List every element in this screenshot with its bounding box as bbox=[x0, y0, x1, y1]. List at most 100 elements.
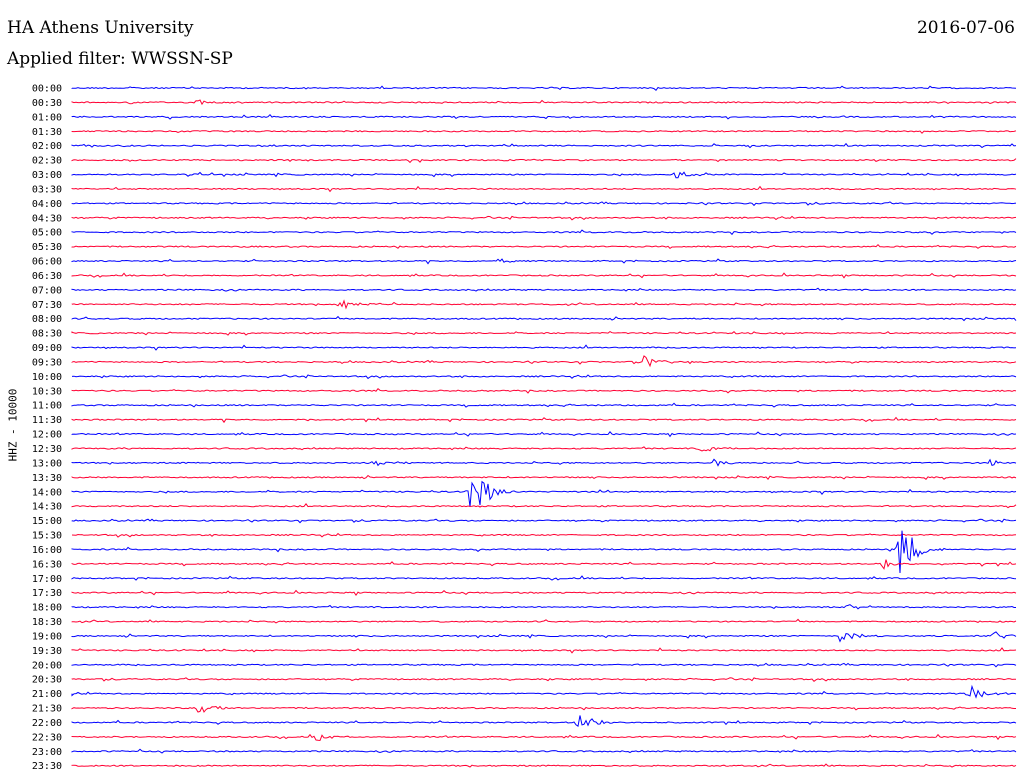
date-label: 2016-07-06 bbox=[916, 18, 1015, 38]
row-time-label: 19:30 bbox=[32, 646, 62, 657]
row-time-label: 05:30 bbox=[32, 242, 62, 253]
trace-line bbox=[71, 171, 1017, 179]
trace-line bbox=[71, 201, 1017, 207]
row-time-label: 01:00 bbox=[32, 112, 62, 123]
row-time-label: 20:00 bbox=[32, 660, 62, 671]
trace-line bbox=[71, 416, 1017, 424]
trace-line bbox=[71, 229, 1017, 236]
row-time-label: 14:00 bbox=[32, 487, 62, 498]
trace-line bbox=[71, 299, 1017, 310]
trace-line bbox=[71, 130, 1017, 134]
trace-line bbox=[71, 502, 1017, 509]
row-time-label: 17:00 bbox=[32, 574, 62, 585]
row-time-label: 03:30 bbox=[32, 184, 62, 195]
row-time-label: 18:30 bbox=[32, 617, 62, 628]
row-time-label: 02:30 bbox=[32, 156, 62, 167]
row-time-label: 14:30 bbox=[32, 502, 62, 513]
trace-line bbox=[71, 458, 1017, 467]
trace-line bbox=[71, 589, 1017, 596]
row-time-label: 15:30 bbox=[32, 531, 62, 542]
row-time-label: 10:00 bbox=[32, 372, 62, 383]
row-time-label: 23:00 bbox=[32, 747, 62, 758]
row-time-label: 22:30 bbox=[32, 732, 62, 743]
trace-line bbox=[71, 446, 1017, 452]
trace-line bbox=[71, 604, 1016, 610]
trace-line bbox=[71, 158, 1017, 164]
trace-line bbox=[71, 705, 1016, 713]
trace-line bbox=[71, 733, 1017, 742]
trace-line bbox=[71, 185, 1017, 193]
trace-line bbox=[71, 480, 1017, 507]
row-time-label: 22:00 bbox=[32, 718, 62, 729]
trace-line bbox=[71, 530, 1017, 574]
row-time-label: 16:30 bbox=[32, 559, 62, 570]
row-time-label: 09:30 bbox=[32, 357, 62, 368]
row-time-label: 20:30 bbox=[32, 675, 62, 686]
trace-line bbox=[71, 387, 1017, 394]
trace-line bbox=[71, 258, 1017, 265]
row-time-label: 03:00 bbox=[32, 170, 62, 181]
row-time-label: 13:30 bbox=[32, 473, 62, 484]
trace-line bbox=[71, 243, 1017, 250]
row-time-label: 08:30 bbox=[32, 329, 62, 340]
trace-line bbox=[71, 618, 1017, 624]
row-time-label: 00:30 bbox=[32, 98, 62, 109]
row-time-label: 09:00 bbox=[32, 343, 62, 354]
trace-line bbox=[71, 355, 1017, 368]
trace-line bbox=[71, 647, 1017, 654]
trace-line bbox=[71, 631, 1017, 643]
trace-line bbox=[71, 402, 1017, 408]
row-time-label: 05:00 bbox=[32, 228, 62, 239]
row-time-label: 19:00 bbox=[32, 631, 62, 642]
trace-line bbox=[71, 99, 1017, 106]
row-time-label: 13:00 bbox=[32, 458, 62, 469]
trace-line bbox=[71, 374, 1017, 380]
trace-line bbox=[71, 215, 1017, 221]
trace-line bbox=[71, 431, 1017, 438]
row-time-label: 15:00 bbox=[32, 516, 62, 527]
trace-line bbox=[71, 272, 1017, 279]
filter-label: Applied filter: WWSSN-SP bbox=[7, 49, 233, 69]
row-time-label: 08:00 bbox=[32, 314, 62, 325]
row-time-label: 07:30 bbox=[32, 300, 62, 311]
trace-line bbox=[71, 532, 1017, 538]
row-time-label: 18:00 bbox=[32, 603, 62, 614]
trace-line bbox=[71, 331, 1017, 336]
row-time-label: 06:00 bbox=[32, 257, 62, 268]
row-time-label: 11:00 bbox=[32, 401, 62, 412]
row-time-label: 12:30 bbox=[32, 444, 62, 455]
row-time-label: 23:30 bbox=[32, 761, 62, 772]
row-time-label: 04:00 bbox=[32, 199, 62, 210]
trace-line bbox=[71, 113, 1017, 120]
row-time-label: 07:00 bbox=[32, 285, 62, 296]
trace-line bbox=[71, 575, 1017, 581]
row-time-label: 02:00 bbox=[32, 141, 62, 152]
trace-line bbox=[71, 763, 1017, 768]
trace-line bbox=[71, 142, 1017, 149]
row-time-label: 06:30 bbox=[32, 271, 62, 282]
trace-line bbox=[71, 715, 1017, 728]
trace-line bbox=[71, 662, 1017, 668]
row-time-label: 21:00 bbox=[32, 689, 62, 700]
row-time-label: 04:30 bbox=[32, 213, 62, 224]
trace-line bbox=[71, 287, 1017, 292]
station-title: HA Athens University bbox=[7, 18, 194, 38]
trace-line bbox=[71, 748, 1017, 754]
trace-line bbox=[71, 315, 1017, 322]
trace-line bbox=[71, 684, 1017, 699]
row-time-label: 11:30 bbox=[32, 415, 62, 426]
trace-line bbox=[71, 344, 1017, 351]
trace-line bbox=[71, 559, 1017, 570]
trace-line bbox=[71, 677, 1017, 682]
row-time-label: 00:00 bbox=[32, 84, 62, 95]
row-time-label: 16:00 bbox=[32, 545, 62, 556]
row-time-label: 10:30 bbox=[32, 386, 62, 397]
row-time-label: 21:30 bbox=[32, 704, 62, 715]
trace-rows: 00:00 00:30 01:00 01:30 02:00 02:30 03:00 03:30… bbox=[32, 84, 1017, 772]
trace-line bbox=[71, 85, 1017, 92]
trace-line bbox=[71, 518, 1017, 524]
row-time-label: 12:00 bbox=[32, 430, 62, 441]
row-time-label: 17:30 bbox=[32, 588, 62, 599]
trace-line bbox=[71, 474, 1017, 481]
